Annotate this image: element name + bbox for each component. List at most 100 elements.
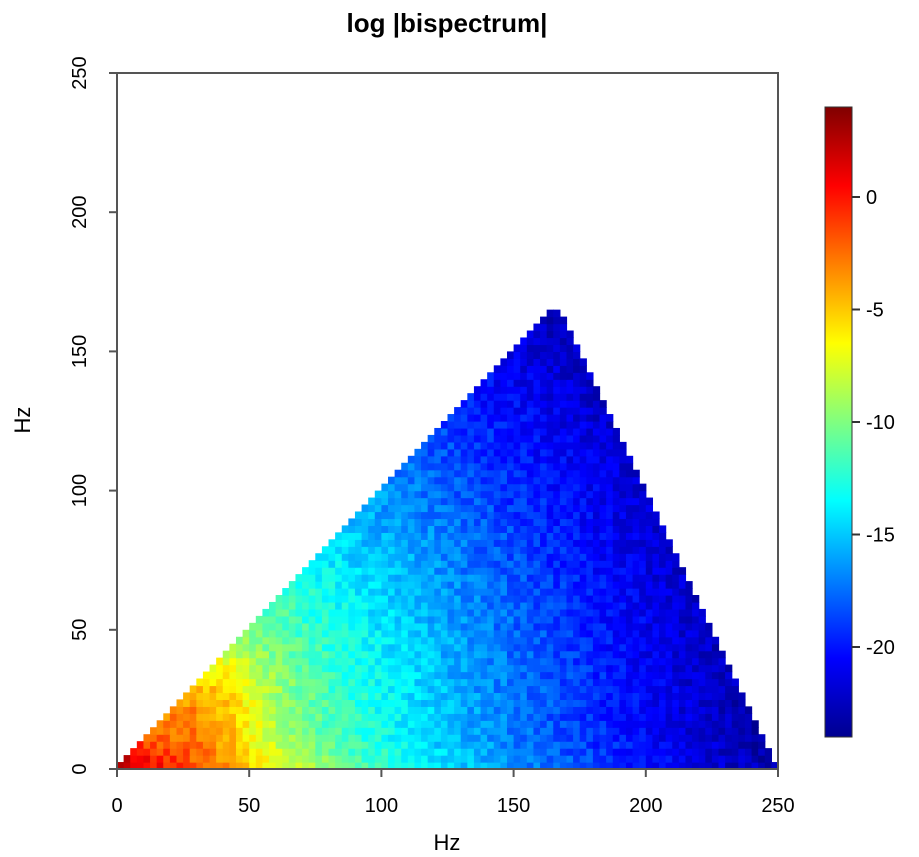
heatmap-cell xyxy=(388,615,396,624)
chart-title: log |bispectrum| xyxy=(347,8,548,38)
heatmap-cell xyxy=(480,525,488,533)
heatmap-cell xyxy=(506,448,515,457)
heatmap-cell xyxy=(381,643,389,652)
heatmap-cell xyxy=(692,608,700,617)
heatmap-cell xyxy=(619,448,627,457)
heatmap-cell xyxy=(460,588,468,596)
heatmap-cell xyxy=(599,622,607,631)
heatmap-cell xyxy=(533,685,541,694)
heatmap-cell xyxy=(540,518,548,526)
heatmap-cell xyxy=(394,755,402,763)
heatmap-cell xyxy=(454,546,462,554)
heatmap-cell xyxy=(619,490,627,499)
heatmap-cell xyxy=(718,748,726,756)
heatmap-cell xyxy=(639,518,647,526)
heatmap-cell xyxy=(414,636,422,645)
heatmap-cell xyxy=(599,595,607,603)
heatmap-cell xyxy=(440,421,449,429)
heatmap-cell xyxy=(480,706,488,714)
heatmap-cell xyxy=(546,574,554,582)
heatmap-cell xyxy=(599,421,607,429)
heatmap-cell xyxy=(321,608,330,617)
heatmap-cell xyxy=(559,323,568,332)
heatmap-cell xyxy=(520,469,528,478)
heatmap-cell xyxy=(500,741,508,749)
heatmap-cell xyxy=(414,748,422,756)
heatmap-cell xyxy=(414,462,422,471)
heatmap-cell xyxy=(467,755,475,763)
heatmap-cell xyxy=(500,727,508,735)
heatmap-cell xyxy=(354,678,363,687)
heatmap-cell xyxy=(282,588,290,596)
heatmap-cell xyxy=(744,713,753,721)
heatmap-cell xyxy=(573,539,581,547)
heatmap-cell xyxy=(434,476,442,485)
heatmap-cell xyxy=(493,636,501,645)
x-tick-label: 150 xyxy=(497,795,530,817)
heatmap-cell xyxy=(493,386,501,394)
heatmap-cell xyxy=(685,720,693,728)
heatmap-cell xyxy=(341,574,349,582)
heatmap-cell xyxy=(705,664,713,673)
heatmap-cell xyxy=(692,762,700,769)
heatmap-cell xyxy=(407,518,416,526)
heatmap-cell xyxy=(434,504,442,513)
heatmap-cell xyxy=(718,678,726,687)
heatmap-cell xyxy=(526,337,535,346)
heatmap-cell xyxy=(665,678,673,687)
heatmap-cell xyxy=(553,720,561,728)
heatmap-cell xyxy=(586,741,594,749)
heatmap-cell xyxy=(659,532,667,540)
heatmap-cell xyxy=(619,678,627,687)
heatmap-cell xyxy=(612,588,620,596)
heatmap-cell xyxy=(348,629,356,638)
heatmap-cell xyxy=(698,720,706,728)
heatmap-cell xyxy=(579,608,587,617)
heatmap-cell xyxy=(394,643,402,652)
heatmap-cell xyxy=(639,560,647,568)
heatmap-cell xyxy=(553,699,561,707)
heatmap-cell xyxy=(553,706,561,714)
heatmap-cell xyxy=(454,720,462,728)
heatmap-cell xyxy=(427,678,435,687)
heatmap-cell xyxy=(460,490,468,499)
heatmap-cell xyxy=(573,699,581,707)
heatmap-cell xyxy=(354,574,363,582)
heatmap-cell xyxy=(361,692,369,700)
heatmap-cell xyxy=(566,337,574,346)
heatmap-cell xyxy=(553,622,561,631)
heatmap-cell xyxy=(421,713,429,721)
heatmap-cell xyxy=(553,741,561,749)
heatmap-cell xyxy=(559,483,568,492)
heatmap-cell xyxy=(414,560,422,568)
heatmap-cell xyxy=(500,448,508,457)
heatmap-cell xyxy=(361,622,369,631)
heatmap-cell xyxy=(526,713,535,721)
heatmap-cell xyxy=(427,755,435,763)
heatmap-cell xyxy=(612,762,620,769)
heatmap-cell xyxy=(473,483,482,492)
heatmap-cell xyxy=(493,504,501,513)
heatmap-cell xyxy=(526,657,535,666)
heatmap-cell xyxy=(381,595,389,603)
heatmap-cell xyxy=(150,755,158,763)
heatmap-cell xyxy=(738,706,746,714)
heatmap-cell xyxy=(592,414,601,422)
heatmap-cell xyxy=(321,588,330,596)
heatmap-cell xyxy=(513,601,521,610)
heatmap-cell xyxy=(414,727,422,735)
heatmap-cell xyxy=(487,427,495,436)
heatmap-cell xyxy=(440,741,449,749)
heatmap-cell xyxy=(672,574,680,582)
heatmap-cell xyxy=(354,671,363,680)
heatmap-cell xyxy=(586,699,594,707)
heatmap-cell xyxy=(586,414,594,422)
heatmap-cell xyxy=(625,762,634,769)
heatmap-cell xyxy=(321,727,330,735)
heatmap-cell xyxy=(500,421,508,429)
heatmap-cell xyxy=(526,393,535,401)
heatmap-cell xyxy=(427,657,435,666)
heatmap-cell xyxy=(540,511,548,520)
heatmap-cell xyxy=(473,414,482,422)
heatmap-cell xyxy=(559,504,568,513)
